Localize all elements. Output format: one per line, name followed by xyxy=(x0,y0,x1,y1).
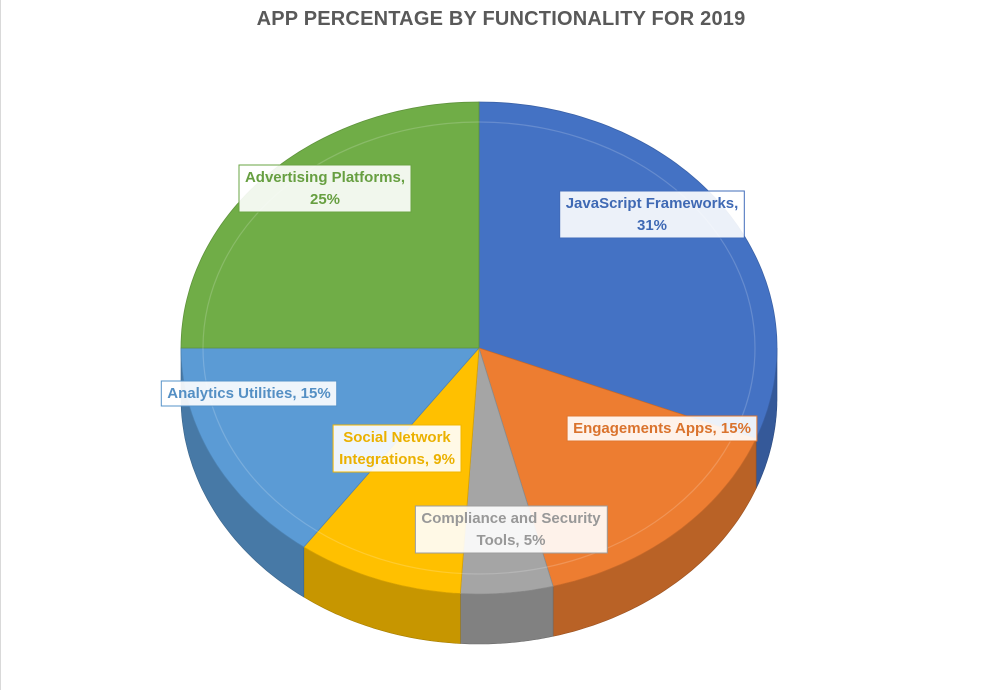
pie-side-2 xyxy=(460,585,554,645)
data-label-text: Compliance and Security xyxy=(421,510,601,527)
data-label-box xyxy=(160,380,338,407)
data-label-0: JavaScript Frameworks, 31% xyxy=(559,190,745,239)
data-label-text: Tools, 5% xyxy=(477,532,546,549)
chart-border xyxy=(0,0,1,690)
data-label-5: Advertising Platforms, 25% xyxy=(238,164,412,213)
data-label-1: Engagements Apps, 15% xyxy=(566,415,758,442)
data-label-text: 31% xyxy=(637,217,667,234)
data-label-text: Analytics Utilities, 15% xyxy=(167,385,330,402)
data-label-text: JavaScript Frameworks, xyxy=(566,195,739,212)
pie-slice-5 xyxy=(180,101,480,349)
data-label-text: Social Network xyxy=(343,429,451,446)
data-label-box xyxy=(238,164,412,213)
data-label-text: Advertising Platforms, xyxy=(245,169,405,186)
data-label-2: Compliance and Security Tools, 5% xyxy=(414,505,608,554)
pie-bevel xyxy=(202,121,756,575)
data-label-3: Social Network Integrations, 9% xyxy=(332,424,462,473)
data-label-text: Engagements Apps, 15% xyxy=(573,420,751,437)
data-label-text: Integrations, 9% xyxy=(339,451,455,468)
data-label-box xyxy=(559,190,745,239)
data-label-text: 25% xyxy=(310,191,340,208)
data-label-box xyxy=(414,505,608,554)
chart-title: APP PERCENTAGE BY FUNCTIONALITY FOR 2019 xyxy=(256,8,746,30)
data-label-box xyxy=(566,415,758,442)
data-label-4: Analytics Utilities, 15% xyxy=(160,380,338,407)
data-label-box xyxy=(332,424,462,473)
